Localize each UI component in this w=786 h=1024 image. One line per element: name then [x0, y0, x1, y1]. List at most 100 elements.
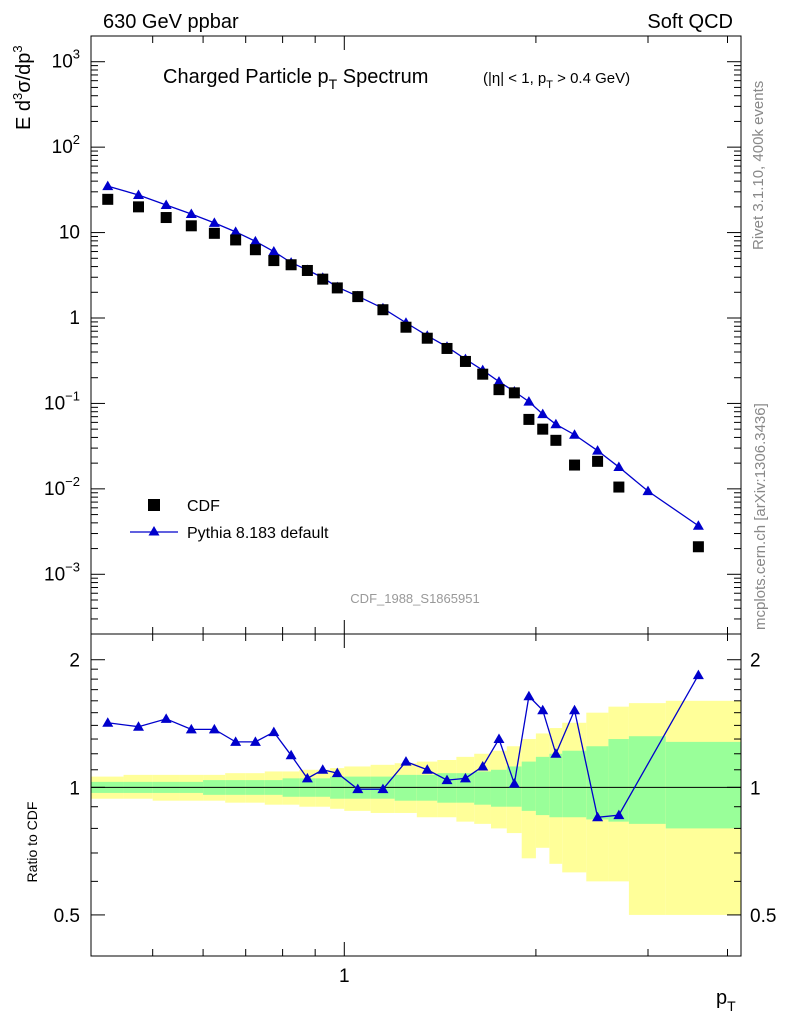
ratio-band-inner — [437, 773, 457, 803]
cdf-point — [537, 423, 549, 435]
x-axis-label: pT — [716, 987, 736, 1014]
cdf-point — [285, 259, 297, 271]
pythia-point — [133, 189, 145, 200]
plot-title-main-sub: T — [329, 76, 338, 92]
cdf-point — [550, 434, 562, 446]
ratio-plot-marks — [102, 669, 704, 822]
y-axis-label-sup2: 3 — [10, 45, 25, 52]
plot-title-cut: (|η| < 1, pT > 0.4 GeV) — [483, 70, 630, 91]
cdf-point — [523, 413, 535, 425]
cdf-point — [301, 264, 313, 276]
cdf-point — [160, 212, 172, 224]
y-tick-label: 103 — [52, 47, 80, 73]
ratio-point — [331, 767, 343, 778]
y-tick-label: 102 — [52, 132, 80, 158]
y-axis-label-sup1: 3 — [10, 93, 25, 100]
ratio-point — [523, 690, 535, 701]
ratio-point — [441, 774, 453, 785]
pythia-point — [160, 199, 172, 210]
ratio-band-inner — [628, 736, 666, 824]
cdf-point — [421, 332, 433, 344]
cdf-point — [133, 201, 145, 213]
pythia-point — [592, 445, 604, 455]
plot-title-cut-a: (|η| < 1, p — [483, 70, 546, 87]
ratio-point — [569, 704, 581, 715]
ratio-tick-label-left: 0.5 — [54, 906, 80, 927]
pythia-line — [107, 185, 699, 527]
ratio-point — [208, 723, 220, 734]
pythia-point — [569, 429, 581, 439]
pythia-point — [230, 226, 242, 236]
cdf-point — [331, 282, 343, 294]
ratio-tick-label-left: 2 — [69, 651, 80, 672]
cdf-point — [459, 355, 471, 367]
pythia-point — [493, 376, 505, 386]
cdf-point — [400, 321, 412, 333]
ratio-point — [493, 733, 505, 744]
ratio-band-inner — [586, 746, 609, 820]
plot-title-main: Charged Particle p — [163, 66, 329, 88]
y-axis-label-b: σ/dp — [13, 53, 35, 93]
ratio-point — [550, 748, 562, 758]
ratio-point — [400, 756, 412, 766]
y-tick-label: 10 — [59, 223, 80, 244]
x-axis-label-main: p — [716, 987, 727, 1009]
ratio-point — [477, 760, 489, 771]
ratio-band-inner — [608, 739, 629, 822]
cdf-point — [477, 368, 489, 380]
pythia-point — [249, 235, 261, 246]
y-tick-label: 10−2 — [44, 474, 80, 500]
y-tick-label: 10−1 — [44, 388, 80, 414]
ratio-line — [107, 674, 699, 818]
ratio-point — [692, 669, 704, 680]
ratio-point — [160, 713, 172, 723]
y-axis-label-a: E d — [13, 100, 35, 130]
ratio-point — [508, 778, 520, 788]
cdf-point — [493, 384, 505, 396]
mcplots-label: mcplots.cern.ch [arXiv:1306.3436] — [752, 403, 769, 630]
ratio-point — [613, 809, 625, 820]
legend-cdf-marker — [148, 499, 160, 511]
ratio-point — [459, 772, 471, 783]
header-left: 630 GeV ppbar — [103, 11, 239, 33]
cdf-point — [592, 455, 604, 467]
pythia-point — [613, 461, 625, 472]
ratio-axes: 2 2 1 1 0.5 0.5 1 — [54, 633, 776, 987]
cdf-point — [249, 244, 261, 256]
pythia-point — [208, 217, 220, 227]
ratio-point — [230, 736, 242, 746]
cdf-point — [508, 387, 520, 399]
ratio-point — [592, 811, 604, 822]
legend-pythia-marker — [148, 526, 160, 536]
ratio-point — [133, 721, 145, 731]
ratio-band-inner — [549, 753, 563, 818]
ratio-point — [377, 783, 389, 794]
ratio-point — [102, 717, 114, 727]
upper-plot-marks — [102, 180, 704, 553]
cdf-point — [102, 193, 114, 205]
ratio-point — [537, 704, 549, 715]
cdf-point — [268, 255, 280, 267]
ratio-tick-label-right: 2 — [750, 651, 761, 672]
rivet-label: Rivet 3.1.10, 400k events — [750, 81, 767, 250]
plot-title-cut-b: > 0.4 GeV) — [553, 70, 630, 87]
cdf-point — [692, 541, 704, 553]
ratio-band-inner — [535, 756, 550, 816]
ratio-band-inner — [562, 750, 587, 818]
analysis-id: CDF_1988_S1865951 — [350, 591, 479, 606]
ratio-tick-label-left: 1 — [69, 778, 80, 799]
y-axis-label: E d3σ/dp3 — [10, 45, 35, 130]
cdf-point — [441, 342, 453, 354]
plot-title: Charged Particle pT Spectrum — [163, 66, 428, 92]
legend-cdf-label: CDF — [187, 498, 220, 515]
legend-pythia-label: Pythia 8.183 default — [187, 525, 329, 542]
ratio-point — [249, 736, 261, 746]
x-axis-label-sub: T — [727, 998, 736, 1014]
cdf-point — [317, 273, 329, 285]
pythia-point — [642, 485, 654, 496]
ratio-band-inner — [474, 771, 491, 805]
ratio-point — [352, 783, 364, 794]
pythia-point — [537, 408, 549, 419]
